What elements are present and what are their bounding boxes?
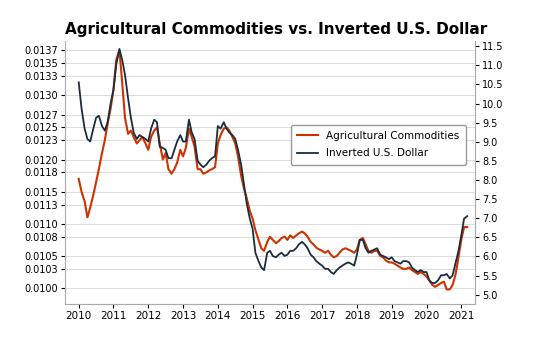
Agricultural Commodities	[464, 225, 470, 229]
Line: Agricultural Commodities: Agricultural Commodities	[79, 50, 467, 289]
Agricultural Commodities	[415, 272, 421, 276]
Line: Inverted U.S. Dollar: Inverted U.S. Dollar	[79, 49, 467, 283]
Inverted U.S. Dollar	[356, 238, 363, 242]
Agricultural Commodities	[356, 238, 363, 242]
Inverted U.S. Dollar	[443, 272, 450, 276]
Inverted U.S. Dollar	[116, 47, 123, 51]
Inverted U.S. Dollar	[429, 281, 436, 285]
Inverted U.S. Dollar	[168, 156, 175, 160]
Inverted U.S. Dollar	[299, 240, 305, 244]
Agricultural Commodities	[443, 287, 450, 291]
Agricultural Commodities	[284, 238, 291, 242]
Inverted U.S. Dollar	[284, 253, 291, 257]
Agricultural Commodities	[299, 230, 305, 234]
Inverted U.S. Dollar	[464, 214, 470, 218]
Inverted U.S. Dollar	[76, 80, 82, 84]
Agricultural Commodities	[76, 177, 82, 181]
Legend: Agricultural Commodities, Inverted U.S. Dollar: Agricultural Commodities, Inverted U.S. …	[291, 125, 466, 165]
Agricultural Commodities	[168, 172, 175, 176]
Agricultural Commodities	[441, 280, 447, 284]
Agricultural Commodities	[116, 48, 123, 52]
Text: Agricultural Commodities vs. Inverted U.S. Dollar: Agricultural Commodities vs. Inverted U.…	[65, 22, 487, 37]
Inverted U.S. Dollar	[415, 270, 421, 274]
